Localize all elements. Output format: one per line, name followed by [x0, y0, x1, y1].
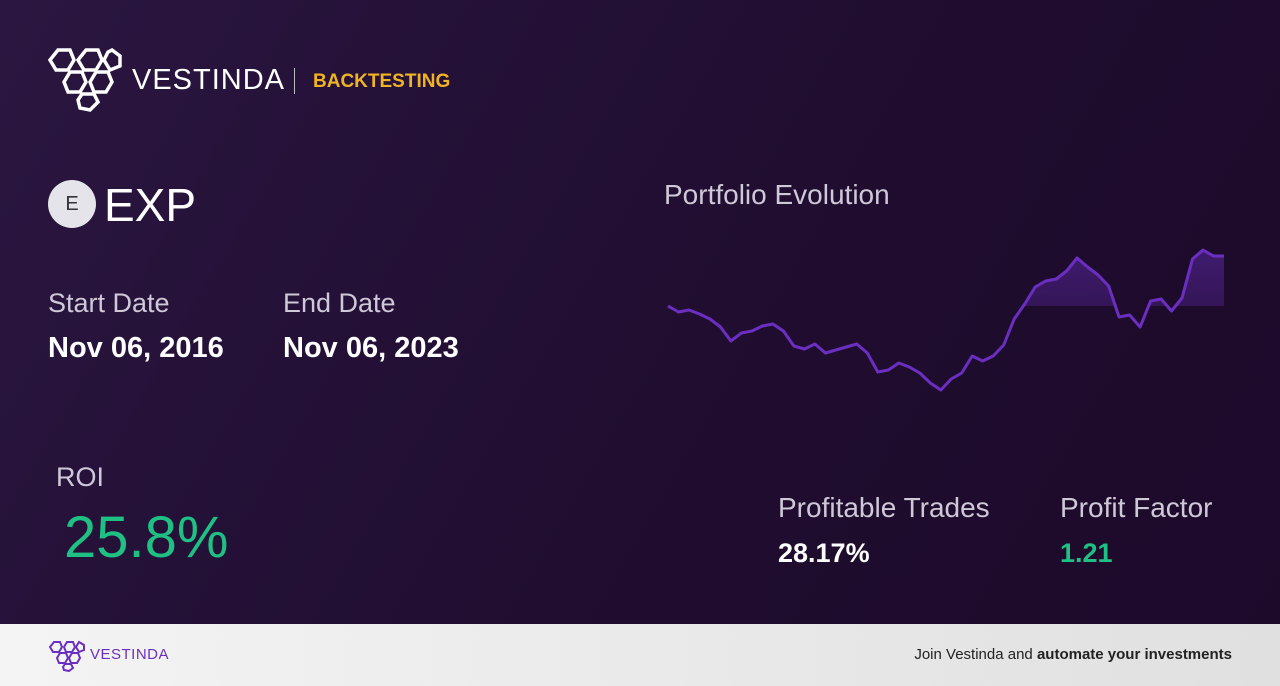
factor-label: Profit Factor [1060, 492, 1213, 523]
footer-text: Join Vestinda and [914, 646, 1037, 663]
end-label: End Date [283, 288, 396, 318]
footer-cta: Join Vestinda and automate your investme… [914, 646, 1232, 663]
factor-value: 1.21 [1060, 538, 1113, 568]
line [667, 248, 1224, 392]
end-date: Nov 06, 2023 [283, 332, 459, 364]
sparkline [667, 248, 1224, 392]
trades-label: Profitable Trades [778, 492, 990, 523]
ticker: EXP [104, 179, 197, 231]
footer: VESTINDA Join Vestinda and automate your… [0, 624, 1280, 686]
roi-value: 25.8% [64, 505, 229, 570]
asset-icon: E [48, 180, 96, 228]
footer-logo [48, 640, 85, 672]
footer-bold: automate your investments [1036, 646, 1232, 663]
area [668, 250, 1224, 306]
logo [47, 47, 122, 112]
section: BACKTESTING [313, 71, 451, 92]
brand: VESTINDA [132, 64, 286, 96]
footer-brand: VESTINDA [90, 646, 170, 663]
chart-title: Portfolio Evolution [664, 179, 890, 210]
start-date: Nov 06, 2016 [48, 332, 224, 364]
divider [294, 68, 295, 94]
roi-label: ROI [56, 462, 105, 492]
start-label: Start Date [48, 288, 170, 318]
trades-value: 28.17% [778, 538, 870, 568]
